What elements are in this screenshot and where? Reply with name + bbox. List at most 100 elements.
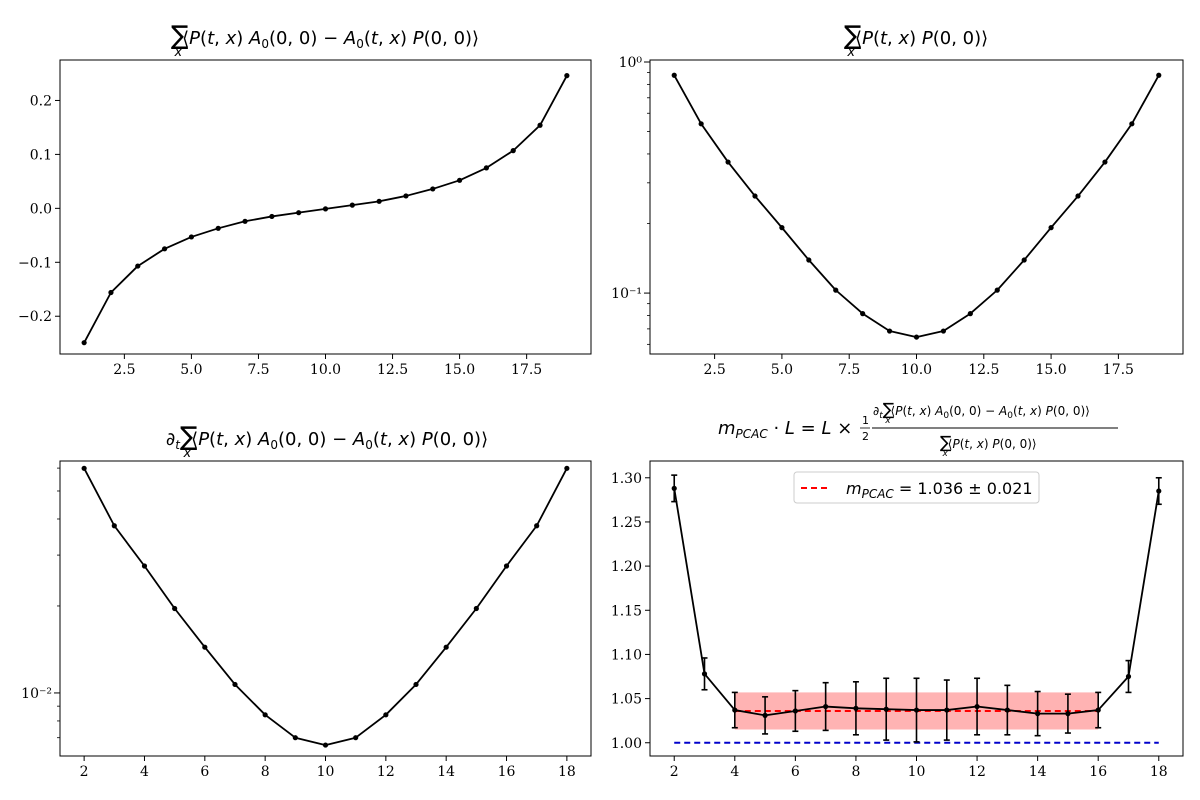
y-tick-label: 1.30 xyxy=(611,471,642,487)
x-tick-label: 4 xyxy=(140,764,149,780)
data-point xyxy=(725,159,731,165)
x-tick-label: 12 xyxy=(968,764,986,780)
data-point xyxy=(141,563,148,569)
x-tick-label: 16 xyxy=(1089,764,1107,780)
svg-text:1: 1 xyxy=(862,414,869,427)
panel-4-title: mPCAC · L = L × 1 2 ∂t∑ x⟨P(t, x) A0(0, 0… xyxy=(718,400,1118,459)
panel-3-title: ∂t∑ x⟨P(t, x) A0(0, 0) − A0(t, x) P(0, 0)… xyxy=(166,422,488,461)
x-tick-label: 5.0 xyxy=(771,362,793,378)
data-point xyxy=(403,193,409,199)
data-point xyxy=(701,671,708,677)
x-tick-label: 12 xyxy=(377,764,395,780)
data-point xyxy=(698,121,704,127)
data-point xyxy=(135,263,141,269)
x-tick-label: 10 xyxy=(317,764,335,780)
x-tick-label: 15.0 xyxy=(1036,362,1067,378)
data-point xyxy=(111,523,117,529)
data-point xyxy=(732,707,738,713)
data-point xyxy=(413,681,419,688)
x-tick-label: 14 xyxy=(1029,764,1047,780)
svg-text:∂t∑x⟨P(t, x) A0(0, 0) − A0(t,: ∂t∑ x⟨P(t, x) A0(0, 0) − A0(t, x) P(0, 0)… xyxy=(166,422,488,461)
data-point xyxy=(161,246,168,252)
plot-frame xyxy=(59,59,592,355)
legend: mPCAC = 1.036 ± 0.021 xyxy=(793,471,1040,504)
data-point xyxy=(510,148,516,154)
x-tick-label: 14 xyxy=(437,764,455,780)
data-point xyxy=(1075,193,1081,199)
panel-4-plot: 2 4 6 8 10 12 14 16 18 1.00 1.05 1.10 1.15 1.20 1.25 1.… xyxy=(611,460,1184,780)
data-point xyxy=(779,225,785,231)
series-line xyxy=(673,74,1160,338)
panel-1-plot: 2.5 5.0 7.5 10.0 12.5 15.0 17.5 −0.2 −0.1 0.0 0.1 0… xyxy=(18,59,592,378)
data-point xyxy=(1102,159,1108,165)
svg-text:mPCAC · L = L ×: mPCAC · L = L × xyxy=(718,418,852,441)
data-point xyxy=(1095,707,1101,713)
x-tick-label: 6 xyxy=(200,764,209,780)
data-point xyxy=(81,340,87,346)
data-point xyxy=(322,742,329,748)
data-point xyxy=(752,193,758,199)
data-point xyxy=(853,705,859,711)
data-point xyxy=(974,703,980,710)
data-point xyxy=(940,328,947,334)
panel-1-title: ∑ x⟨P(t, x) A0(0, 0) − A0(t, x) P(0, 0)⟩ xyxy=(171,21,479,60)
y-tick-label: 0.1 xyxy=(30,147,52,163)
data-point xyxy=(215,225,221,231)
svg-text:∂t∑x⟨P(t, x) A0(0, 0) − A0(t,: ∂t∑ x⟨P(t, x) A0(0, 0) − A0(t, x) P(0, 0)… xyxy=(873,400,1090,426)
data-point xyxy=(202,644,208,650)
data-point xyxy=(762,712,768,718)
data-point xyxy=(81,465,87,471)
data-point xyxy=(967,311,973,317)
data-point xyxy=(353,735,359,741)
y-tick-label: 1.25 xyxy=(611,515,642,531)
svg-text:∑x⟨P(t, x) P(0, 0)⟩: ∑ x⟨P(t, x) P(0, 0)⟩ xyxy=(940,433,1037,459)
data-point xyxy=(1156,72,1162,78)
data-point xyxy=(564,465,570,471)
data-point xyxy=(269,213,275,220)
data-point xyxy=(262,712,268,718)
plot-frame xyxy=(59,460,592,757)
y-tick-label: 10⁻¹ xyxy=(611,286,642,302)
x-tick-label: 7.5 xyxy=(838,362,860,378)
x-tick-label: 4 xyxy=(730,764,739,780)
panel-2-title: ∑ x⟨P(t, x) P(0, 0)⟩ xyxy=(844,21,988,60)
y-tick-label: 1.15 xyxy=(611,603,642,619)
svg-text:2: 2 xyxy=(862,430,869,443)
x-tick-label: 17.5 xyxy=(1103,362,1134,378)
data-point xyxy=(1125,673,1132,680)
data-point xyxy=(292,735,298,741)
data-point xyxy=(833,287,839,293)
data-point xyxy=(792,708,798,714)
x-tick-label: 7.5 xyxy=(247,362,269,378)
y-tick-label: −0.2 xyxy=(18,309,52,325)
x-tick-label: 18 xyxy=(558,764,576,780)
y-tick-label: 1.20 xyxy=(611,559,642,575)
data-point xyxy=(483,165,490,171)
data-point xyxy=(1048,225,1054,231)
plot-frame xyxy=(649,460,1184,757)
x-tick-label: 8 xyxy=(261,764,270,780)
panel-3-plot: 2 4 6 8 10 12 14 16 18 10⁻² xyxy=(21,460,592,780)
panel-2-plot: 2.5 5.0 7.5 10.0 12.5 15.0 17.5 10⁻¹ 10⁰ xyxy=(611,55,1184,378)
y-tick-label: 1.05 xyxy=(611,692,642,708)
data-point xyxy=(503,563,510,569)
data-point xyxy=(994,287,1000,293)
data-point xyxy=(172,605,178,612)
data-point xyxy=(860,311,866,317)
data-point xyxy=(913,334,920,340)
data-point xyxy=(823,703,829,710)
x-tick-label: 2.5 xyxy=(113,362,135,378)
data-point xyxy=(1004,707,1010,713)
svg-text:∑x⟨P(t, x) A0(0, 0) − A0(t, x): ∑ x⟨P(t, x) A0(0, 0) − A0(t, x) P(0, 0)⟩ xyxy=(171,21,479,60)
y-tick-label: 0.2 xyxy=(30,93,52,109)
data-point xyxy=(376,198,382,204)
data-point xyxy=(456,177,463,183)
data-point xyxy=(1129,121,1135,127)
x-tick-label: 17.5 xyxy=(511,362,542,378)
data-point xyxy=(537,122,543,128)
data-point xyxy=(1065,711,1071,717)
series-line xyxy=(83,467,568,746)
x-tick-label: 8 xyxy=(851,764,860,780)
data-point xyxy=(430,186,436,192)
